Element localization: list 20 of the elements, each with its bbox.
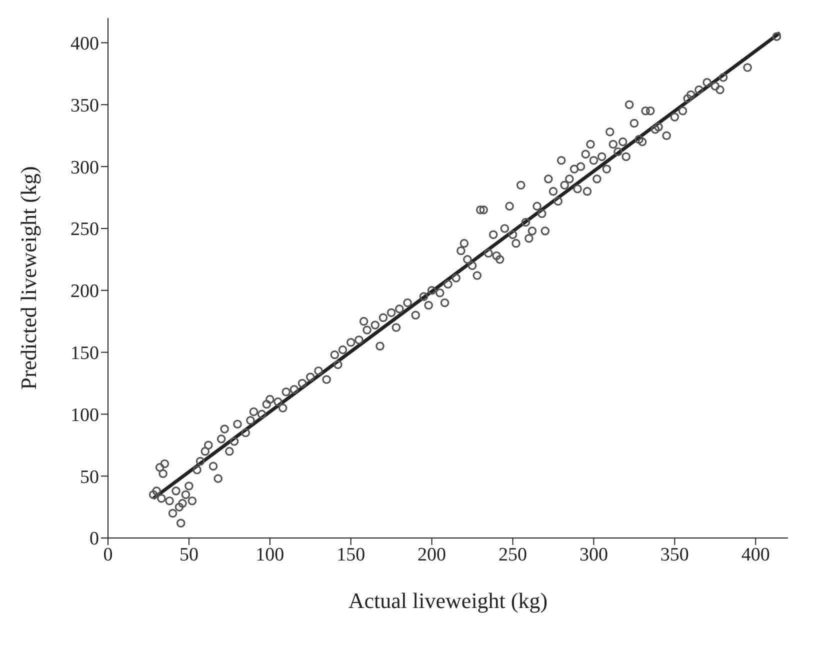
y-tick-label: 200 — [70, 281, 99, 302]
y-tick-label: 400 — [70, 34, 99, 55]
y-tick-label: 350 — [70, 95, 99, 116]
x-tick-label: 100 — [256, 544, 284, 566]
y-tick-label: 300 — [70, 157, 99, 178]
x-tick-label: 300 — [579, 544, 608, 566]
y-tick-label: 100 — [70, 404, 99, 426]
x-tick-label: 150 — [336, 544, 366, 566]
x-tick-label: 50 — [179, 544, 198, 566]
y-axis-title: Predicted liveweight (kg) — [16, 166, 41, 390]
x-tick-label: 250 — [498, 544, 528, 566]
x-tick-label: 400 — [741, 544, 770, 566]
y-tick-label: 50 — [80, 466, 99, 488]
x-tick-label: 0 — [103, 544, 113, 566]
x-tick-label: 350 — [660, 544, 689, 566]
y-tick-label: 150 — [70, 343, 99, 364]
y-tick-label: 0 — [90, 528, 99, 550]
x-axis-title: Actual liveweight (kg) — [348, 588, 548, 613]
y-tick-label: 250 — [70, 219, 99, 240]
x-tick-label: 200 — [418, 544, 446, 566]
